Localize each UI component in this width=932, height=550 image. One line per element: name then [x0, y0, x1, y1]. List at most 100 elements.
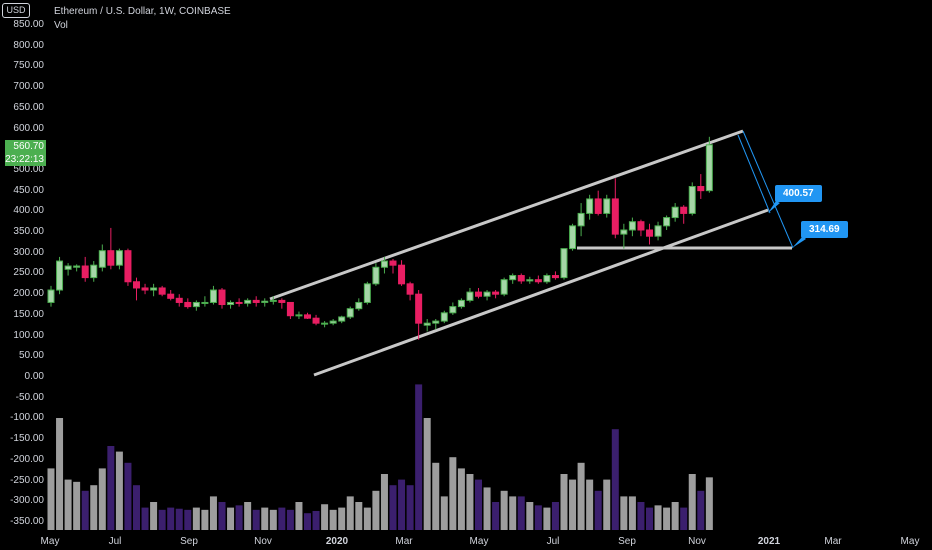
- candle-body: [81, 265, 89, 279]
- y-tick-label: 500.00: [13, 163, 44, 175]
- y-tick-label: -50.00: [15, 391, 44, 403]
- y-tick-label: -350.00: [10, 515, 44, 527]
- y-tick-label: 300.00: [13, 246, 44, 258]
- candle-body: [47, 289, 55, 303]
- candle-body: [244, 299, 252, 304]
- volume-bar: [440, 496, 448, 530]
- time-axis[interactable]: [0, 530, 932, 550]
- volume-bar: [517, 496, 525, 530]
- upper-callout-pointer: [768, 201, 780, 213]
- y-tick-label: -300.00: [10, 495, 44, 507]
- candle-body: [509, 275, 517, 281]
- lower-target-callout[interactable]: 314.69: [801, 221, 848, 238]
- y-tick-label: 450.00: [13, 184, 44, 196]
- volume-bar: [611, 429, 619, 530]
- volume-bar: [346, 496, 354, 530]
- candle-body: [646, 229, 653, 237]
- channel-upper-line: [269, 129, 744, 301]
- y-tick-label: 250.00: [13, 267, 44, 279]
- volume-bar: [432, 462, 440, 530]
- volume-bar: [107, 446, 115, 530]
- volume-bar: [278, 507, 286, 530]
- projection-line-lower: [742, 130, 794, 249]
- y-tick-label: 400.00: [13, 205, 44, 217]
- y-tick-label: 50.00: [18, 350, 44, 362]
- volume-bar: [184, 509, 192, 530]
- currency-badge[interactable]: USD: [2, 3, 30, 18]
- volume-bar: [56, 418, 64, 530]
- candle-body: [688, 186, 696, 214]
- candle-body: [124, 250, 132, 283]
- volume-bar: [551, 502, 559, 530]
- candle-body: [295, 314, 303, 317]
- candle-body: [432, 320, 440, 324]
- y-tick-label: -250.00: [10, 474, 44, 486]
- volume-bar: [577, 462, 585, 530]
- volume-bar: [329, 509, 337, 530]
- candle-body: [654, 225, 662, 237]
- volume-bar: [64, 479, 72, 530]
- candle-body: [423, 322, 431, 326]
- candle-body: [663, 217, 671, 227]
- candle-body: [141, 287, 149, 291]
- candle-body: [107, 250, 115, 266]
- candle-body: [150, 287, 158, 291]
- candle-body: [705, 144, 713, 192]
- x-tick-label: May: [40, 536, 60, 547]
- y-tick-label: 800.00: [13, 39, 44, 51]
- candle-body: [594, 198, 602, 214]
- channel-lower-line: [313, 208, 769, 377]
- candle-body: [466, 291, 474, 301]
- volume-bar: [423, 418, 431, 530]
- volume-bar: [509, 496, 517, 530]
- x-tick-label: Sep: [618, 536, 636, 547]
- y-tick-label: 0.00: [24, 371, 44, 382]
- volume-bar: [338, 507, 346, 530]
- candle-body: [184, 301, 192, 308]
- volume-bar: [304, 513, 311, 530]
- candle-body: [697, 186, 705, 192]
- volume-bar: [47, 468, 55, 530]
- volume-bar: [218, 502, 226, 530]
- candle-body: [526, 279, 534, 282]
- candle-body: [457, 299, 465, 308]
- volume-bar: [680, 507, 688, 530]
- volume-bar: [115, 451, 123, 530]
- candle-body: [500, 279, 508, 295]
- candle-body: [218, 289, 226, 306]
- volume-bar: [671, 502, 679, 530]
- x-tick-label: 2021: [757, 536, 781, 547]
- volume-bar: [663, 507, 671, 530]
- candle-body: [329, 320, 337, 324]
- volume-bar: [586, 479, 594, 530]
- candle-body: [56, 260, 64, 291]
- volume-bar: [244, 502, 252, 530]
- volume-bar: [90, 485, 98, 530]
- candle-body: [346, 308, 354, 318]
- volume-bar: [73, 481, 81, 530]
- candle-body: [620, 229, 628, 235]
- volume-bar: [406, 485, 414, 530]
- y-tick-label: -100.00: [10, 412, 44, 424]
- candle-body: [628, 221, 636, 231]
- candle-body: [389, 260, 397, 266]
- projection-line-upper: [737, 134, 771, 214]
- candle-body: [534, 279, 542, 283]
- x-tick-label: May: [900, 536, 920, 547]
- candle-body: [235, 301, 243, 304]
- volume-bar: [475, 479, 482, 530]
- x-tick-label: Jul: [108, 536, 122, 547]
- volume-bar: [483, 487, 491, 530]
- last-price-label: 560.70: [5, 140, 46, 153]
- volume-bar: [312, 510, 320, 530]
- y-tick-label: -150.00: [10, 433, 44, 445]
- candle-body: [398, 264, 406, 285]
- upper-target-callout[interactable]: 400.57: [775, 185, 822, 202]
- volume-bar: [415, 384, 423, 530]
- x-tick-label: May: [469, 536, 489, 547]
- price-axis[interactable]: 850.00800.00750.00700.00650.00600.00550.…: [0, 0, 47, 530]
- volume-label: Vol: [54, 20, 68, 31]
- candle-body: [338, 316, 346, 322]
- candle-body: [133, 281, 140, 289]
